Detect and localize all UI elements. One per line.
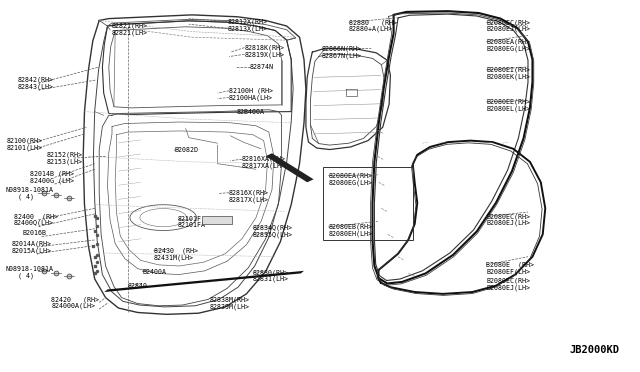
Text: ( 4): ( 4) — [18, 193, 34, 200]
Text: 82834Q(RH>: 82834Q(RH> — [253, 224, 293, 231]
Text: 82842(RH>: 82842(RH> — [18, 77, 54, 83]
Text: B2082D: B2082D — [174, 147, 198, 153]
Text: JB2000KD: JB2000KD — [570, 345, 620, 355]
Text: 824000A(LH>: 824000A(LH> — [51, 303, 95, 310]
Text: 82153(LH>: 82153(LH> — [47, 158, 83, 165]
Text: 82101F: 82101F — [178, 216, 202, 222]
Text: 82880+A(LH>: 82880+A(LH> — [349, 26, 393, 32]
Text: 82152(RH>: 82152(RH> — [47, 151, 83, 158]
Text: B2080EC(RH>: B2080EC(RH> — [486, 278, 531, 284]
Text: 82817X(LH>: 82817X(LH> — [229, 196, 269, 203]
Polygon shape — [266, 153, 314, 182]
Text: B2080EC(RH>: B2080EC(RH> — [486, 213, 531, 220]
Text: B2080EJ(LH>: B2080EJ(LH> — [486, 284, 531, 291]
Text: 82080EH(LH>: 82080EH(LH> — [328, 230, 372, 237]
Text: B2080EC(RH>: B2080EC(RH> — [486, 19, 531, 26]
Text: B2080EG(LH>: B2080EG(LH> — [486, 45, 531, 52]
Text: ( 4): ( 4) — [18, 272, 34, 279]
Text: 82831(LH>: 82831(LH> — [253, 276, 289, 282]
Text: 82838M(RH>: 82838M(RH> — [210, 296, 250, 303]
Text: 82816XA(RH>: 82816XA(RH> — [242, 156, 286, 163]
Text: 82812X(RH>: 82812X(RH> — [227, 18, 268, 25]
Text: 82830(RH>: 82830(RH> — [253, 269, 289, 276]
Text: 82400  (RH>: 82400 (RH> — [14, 213, 58, 220]
Text: B2400A: B2400A — [142, 269, 166, 275]
Text: 82840: 82840 — [128, 283, 148, 289]
Text: B2080EE(RH>: B2080EE(RH> — [486, 99, 531, 105]
Text: 82080EA(RH>: 82080EA(RH> — [328, 172, 372, 179]
Text: 82843(LH>: 82843(LH> — [18, 83, 54, 90]
Text: 82813X(LH>: 82813X(LH> — [227, 25, 268, 32]
Text: B2080EA(RH>: B2080EA(RH> — [486, 38, 531, 45]
Text: B2016B: B2016B — [22, 230, 47, 236]
Text: 82430  (RH>: 82430 (RH> — [154, 247, 198, 254]
Text: B2080EI(RH>: B2080EI(RH> — [486, 67, 531, 73]
Text: 82100H (RH>: 82100H (RH> — [229, 87, 273, 94]
Text: 82101FA: 82101FA — [178, 222, 206, 228]
Text: 82100(RH>: 82100(RH> — [6, 137, 42, 144]
Polygon shape — [104, 271, 304, 292]
Text: 82867N(LH>: 82867N(LH> — [321, 52, 361, 59]
Text: 82821(RH>: 82821(RH> — [112, 23, 148, 29]
Text: 82818K(RH>: 82818K(RH> — [244, 44, 285, 51]
Text: 82420   (RH>: 82420 (RH> — [51, 296, 99, 303]
Text: B2080EL(LH>: B2080EL(LH> — [486, 105, 531, 112]
Text: 82819X(LH>: 82819X(LH> — [244, 51, 285, 58]
Text: 82080EG(LH>: 82080EG(LH> — [328, 179, 372, 186]
Text: 82835Q(LH>: 82835Q(LH> — [253, 231, 293, 238]
Text: B2080EJ(LH>: B2080EJ(LH> — [486, 26, 531, 32]
Text: 82014A(RH>: 82014A(RH> — [12, 240, 51, 247]
Text: 82817XA(LH>: 82817XA(LH> — [242, 163, 286, 169]
Text: 82015A(LH>: 82015A(LH> — [12, 247, 51, 254]
Text: N08918-1081A: N08918-1081A — [5, 266, 53, 272]
Text: 82080EB(RH>: 82080EB(RH> — [328, 224, 372, 230]
Text: 82874N: 82874N — [250, 64, 274, 70]
Text: B2080EJ(LH>: B2080EJ(LH> — [486, 220, 531, 227]
Text: 82B400A: 82B400A — [237, 109, 265, 115]
Text: N08918-1081A: N08918-1081A — [5, 187, 53, 193]
Text: B2080E  (RH>: B2080E (RH> — [486, 262, 534, 268]
Text: 82100HA(LH>: 82100HA(LH> — [229, 94, 273, 101]
Text: 82839M(LH>: 82839M(LH> — [210, 303, 250, 310]
FancyBboxPatch shape — [202, 216, 232, 224]
Text: 82866N(RH>: 82866N(RH> — [321, 46, 361, 52]
Text: 82014B (RH>: 82014B (RH> — [30, 171, 74, 177]
Text: 82101(LH>: 82101(LH> — [6, 144, 42, 151]
Text: 82816X(RH>: 82816X(RH> — [229, 189, 269, 196]
Text: 82431M(LH>: 82431M(LH> — [154, 254, 193, 261]
Text: B2080EF(LH>: B2080EF(LH> — [486, 268, 531, 275]
Text: 82880   (RH>: 82880 (RH> — [349, 19, 397, 26]
Text: 82821(LH>: 82821(LH> — [112, 29, 148, 36]
Text: 82400Q(LH>: 82400Q(LH> — [14, 220, 54, 227]
Text: B2080EK(LH>: B2080EK(LH> — [486, 73, 531, 80]
Text: 82400G (LH>: 82400G (LH> — [30, 177, 74, 184]
